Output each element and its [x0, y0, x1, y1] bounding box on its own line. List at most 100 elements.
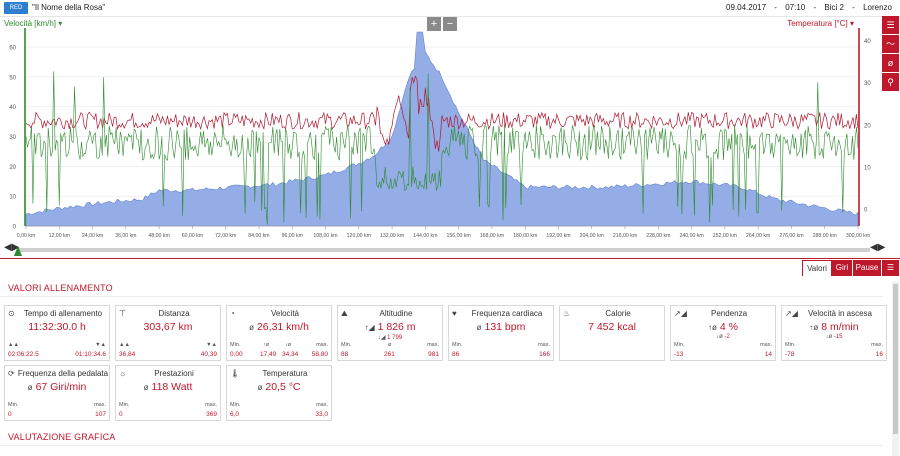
stat-max-label: max.	[871, 342, 883, 348]
stat-min-label: Min.	[230, 342, 241, 348]
stat-min-label: ▲▲	[8, 342, 19, 348]
range-handle-icon[interactable]	[14, 242, 22, 258]
workout-meta: 09.04.2017 - 07:10 - Bici 2 - Lorenzo	[720, 3, 892, 12]
stat-up-label: ↑ø	[263, 342, 270, 348]
zoom-out-button[interactable]: −	[443, 17, 457, 31]
meta-separator: -	[852, 3, 855, 12]
stat-min-label: Min.	[452, 342, 463, 348]
stat-title: Calorie	[605, 309, 631, 318]
stat-value-row: ø 20,5 °C	[227, 381, 331, 393]
tab-list-button[interactable]: ☰	[882, 260, 899, 276]
scroll-left-arrow-icon[interactable]: ◀▶	[4, 242, 20, 253]
x-tick-label: 180,00 km	[513, 233, 537, 239]
stat-secondary-label: ↓ø	[825, 334, 833, 340]
average-view-button[interactable]: ø	[882, 54, 899, 72]
right-tick-label: 10	[864, 165, 871, 171]
stat-value-row: ø 26,31 km/h	[227, 321, 331, 333]
stat-icon: ↗◢	[674, 309, 687, 318]
stat-down-label: ↓ø	[285, 342, 292, 348]
stat-icon: ⛰	[341, 309, 348, 318]
stat-card: ↗◢ Pendenza ↑ø 4 % ↓ø -2 Min. -13 max. 14	[670, 305, 776, 361]
x-tick-label: 120,00 km	[347, 233, 371, 239]
right-tick-label: 40	[864, 39, 871, 45]
stat-value-row: 11:32:30.0 h	[5, 321, 109, 333]
stat-card: ◔ Velocità ø 26,31 km/h Min. 0,00 max. 58,80 ↑ø 1…	[226, 305, 332, 361]
stat-max-label: max.	[94, 402, 106, 408]
tab-valori[interactable]: Valori	[802, 260, 832, 276]
stat-value-row: ø 118 Watt	[116, 381, 220, 393]
stat-secondary-value: 1 799	[387, 335, 403, 341]
right-axis-selector[interactable]: Temperatura [°C] ▾	[787, 19, 854, 28]
range-track[interactable]	[18, 248, 870, 252]
x-tick-label: 252,00 km	[713, 233, 737, 239]
x-tick-label: 240,00 km	[679, 233, 703, 239]
left-axis-selector[interactable]: Velocità [km/h] ▾	[4, 19, 62, 28]
left-tick-label: 30	[9, 135, 16, 141]
stat-max-value: 166	[539, 351, 550, 358]
stat-title: Frequenza cardiaca	[471, 309, 543, 318]
stat-min-value: -13	[674, 351, 684, 358]
page-scrollbar-thumb[interactable]	[893, 284, 898, 434]
section-underline	[0, 445, 882, 446]
stat-min-value: 36,84	[119, 351, 136, 358]
altitude-area	[25, 31, 859, 227]
tab-giri[interactable]: Giri	[832, 260, 852, 276]
meta-separator: -	[774, 3, 777, 12]
chart-range-scroller[interactable]: ◀▶ ◀▶	[0, 242, 900, 258]
stat-min-label: Min.	[8, 402, 19, 408]
stat-min-label: Min.	[341, 342, 352, 348]
stat-max-label: max.	[316, 342, 328, 348]
map-view-button[interactable]: ⚲	[882, 73, 899, 91]
stat-prefix: ↑ø	[708, 323, 717, 332]
x-tick-label: 168,00 km	[480, 233, 504, 239]
chart-view-button[interactable]: 〜	[882, 35, 899, 53]
stat-title: Velocità	[270, 309, 300, 318]
scroll-right-arrow-icon[interactable]: ◀▶	[870, 242, 886, 253]
stat-card: ⊙ Tempo di allenamento 11:32:30.0 h ▲▲ 02:06…	[4, 305, 110, 361]
x-tick-label: 216,00 km	[613, 233, 637, 239]
stat-max-label: max.	[760, 342, 772, 348]
stat-min-label: Min.	[674, 342, 685, 348]
stat-card: ♨ Calorie 7 452 kcal	[559, 305, 665, 361]
stat-value: 67 Giri/min	[35, 381, 87, 393]
stat-value-row: ø 131 bpm	[449, 321, 553, 333]
left-tick-label: 60	[9, 45, 16, 51]
zoom-in-button[interactable]: +	[427, 17, 441, 31]
tab-pause[interactable]: Pause	[853, 260, 881, 276]
stat-title: Temperatura	[262, 369, 308, 378]
x-tick-label: 264,00 km	[746, 233, 770, 239]
x-tick-label: 12,00 km	[49, 233, 70, 239]
stat-avg-value: 261	[384, 351, 395, 358]
x-tick-label: 144,00 km	[413, 233, 437, 239]
x-tick-label: 24,00 km	[82, 233, 103, 239]
stat-secondary: ↓ø -15	[782, 334, 886, 340]
stat-icon: ◔	[230, 309, 235, 318]
stat-prefix: ↑◢	[364, 323, 375, 332]
brand-logo[interactable]: RED	[4, 2, 28, 14]
stat-value-row: 7 452 kcal	[560, 321, 664, 333]
stat-max-label: max.	[316, 402, 328, 408]
stat-min-value: 6,0	[230, 411, 240, 418]
page-scrollbar[interactable]	[892, 282, 899, 456]
stat-icon: ♨	[563, 309, 571, 318]
stat-card: ☼ Prestazioni ø 118 Watt Min. 0 max. 369	[115, 365, 221, 421]
x-tick-label: 228,00 km	[646, 233, 670, 239]
line-chart-icon: 〜	[885, 39, 895, 49]
stat-min-value: 0	[8, 411, 12, 418]
stat-value: 11:32:30.0 h	[28, 321, 86, 333]
right-tick-label: 20	[864, 123, 871, 129]
chevron-down-icon: ▾	[849, 19, 854, 28]
stat-title: Prestazioni	[154, 369, 194, 378]
stat-card: ↗◢ Velocità in ascesa ↑ø 8 m/min ↓ø -15 Min. -…	[781, 305, 887, 361]
training-chart[interactable]: 0 10 20 30 40 50 60 0 10 20 30 40 0,00 km 12,00 km 24,…	[0, 28, 880, 242]
stat-max-value: 14	[764, 351, 772, 358]
stat-secondary-value: -2	[724, 334, 730, 340]
stat-prefix: ø	[257, 383, 263, 392]
x-tick-label: 84,00 km	[248, 233, 269, 239]
list-view-button[interactable]: ☰	[882, 16, 899, 34]
right-axis-label: Temperatura [°C]	[787, 19, 848, 28]
stat-value: 131 bpm	[484, 321, 526, 333]
left-tick-label: 20	[9, 165, 16, 171]
section-divider	[0, 258, 900, 259]
stat-title: Distanza	[158, 309, 190, 318]
